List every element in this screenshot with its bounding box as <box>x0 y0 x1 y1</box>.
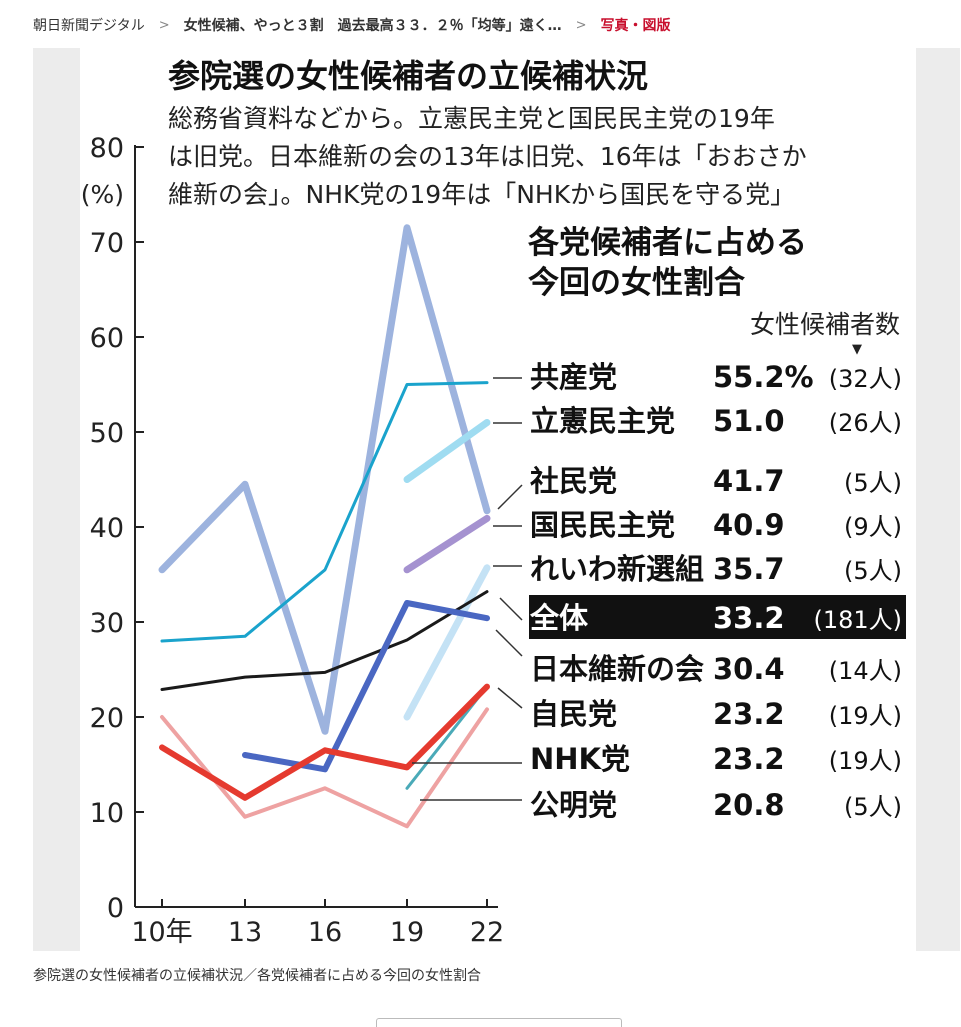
legend-title-line: 今回の女性割合 <box>528 265 745 301</box>
y-tick-label: 0 <box>107 893 124 924</box>
legend-percent: 51.0 <box>713 404 785 438</box>
series-line-shamin <box>158 224 491 735</box>
x-tick-label: 10年 <box>131 917 192 948</box>
y-tick-label: 10 <box>90 798 124 829</box>
legend-party-name: 公明党 <box>530 788 617 822</box>
legend-percent: 20.8 <box>713 788 785 822</box>
y-tick-label: 60 <box>90 323 124 354</box>
legend-party-name: 日本維新の会 <box>530 652 704 686</box>
legend-party-name: 国民民主党 <box>530 508 675 542</box>
legend-connector-shamin <box>497 484 523 510</box>
legend-percent: 23.2 <box>713 697 785 731</box>
y-tick-label: 70 <box>90 228 124 259</box>
series-line-ishin <box>242 600 490 773</box>
chart-subtitle-line: 総務省資料などから。立憲民主党と国民民主党の19年 <box>168 104 775 133</box>
x-tick-label: 13 <box>228 917 262 948</box>
next-button-stub[interactable] <box>376 1018 622 1027</box>
legend-percent: 23.2 <box>713 742 785 776</box>
x-tick-label: 16 <box>308 917 342 948</box>
legend-percent: 30.4 <box>713 652 785 686</box>
y-axis-unit-label: (%) <box>81 180 124 209</box>
series-line-rikken <box>403 419 491 483</box>
legend-count: (19人) <box>829 747 902 775</box>
legend-title-line: 各党候補者に占める <box>527 225 807 261</box>
y-tick-label: 50 <box>90 418 124 449</box>
chart-image[interactable]: 参院選の女性候補者の立候補状況総務省資料などから。立憲民主党と国民民主党の19年… <box>80 48 916 951</box>
legend-count: (5人) <box>844 557 902 585</box>
y-tick-label: 20 <box>90 703 124 734</box>
legend-party-name: 自民党 <box>530 697 617 731</box>
legend-percent: 40.9 <box>713 508 785 542</box>
x-tick-label: 22 <box>470 917 504 948</box>
legend-count: (5人) <box>844 469 902 497</box>
legend-count: (32人) <box>829 365 902 393</box>
count-marker: ▼ <box>852 342 862 357</box>
chart-subtitle-line: は旧党。日本維新の会の13年は旧党、16年は「おおさか <box>168 142 807 171</box>
series-line-jimin <box>159 683 490 801</box>
legend-percent: 35.7 <box>713 552 785 586</box>
breadcrumb-separator: > <box>575 17 587 33</box>
y-tick-label: 30 <box>90 608 124 639</box>
legend-count: (181人) <box>813 606 902 634</box>
series-line-all <box>160 590 489 691</box>
series-line-reiwa <box>403 564 491 721</box>
legend-party-name: 社民党 <box>530 464 617 498</box>
legend-count: (14人) <box>829 657 902 685</box>
series-line-kyosan <box>160 381 489 643</box>
legend-party-name: れいわ新選組 <box>530 552 704 586</box>
legend-party-name: 立憲民主党 <box>530 404 675 438</box>
breadcrumb-current: 写真・図版 <box>600 18 671 34</box>
legend-connector-ishin <box>495 629 523 657</box>
legend-party-name: 全体 <box>529 601 589 635</box>
y-axis-max-label: 80 <box>90 133 124 164</box>
legend-count: (9人) <box>844 513 902 541</box>
legend-party-name: NHK党 <box>530 742 630 776</box>
chart-subtitle-line: 維新の会」。NHK党の19年は「NHKから国民を守る党」 <box>168 180 795 209</box>
legend-count: (19人) <box>829 702 902 730</box>
breadcrumb: 朝日新聞デジタル > 女性候補、やっと３割 過去最高３３．２％「均等」遠く… >… <box>33 14 671 36</box>
legend-count: (5人) <box>844 793 902 821</box>
legend-percent: 33.2 <box>713 601 785 635</box>
y-tick-label: 40 <box>90 513 124 544</box>
chart-svg: 参院選の女性候補者の立候補状況総務省資料などから。立憲民主党と国民民主党の19年… <box>81 57 906 948</box>
chart-title: 参院選の女性候補者の立候補状況 <box>168 57 648 95</box>
breadcrumb-site-link[interactable]: 朝日新聞デジタル <box>33 18 145 34</box>
legend-percent: 41.7 <box>713 464 785 498</box>
figure-caption: 参院選の女性候補者の立候補状況／各党候補者に占める今回の女性割合 <box>33 968 481 984</box>
count-header: 女性候補者数 <box>750 310 900 339</box>
x-tick-label: 19 <box>390 917 424 948</box>
legend-party-name: 共産党 <box>530 360 617 394</box>
breadcrumb-article-link[interactable]: 女性候補、やっと３割 過去最高３３．２％「均等」遠く… <box>183 18 562 34</box>
legend-connector-all <box>499 597 523 621</box>
legend-count: (26人) <box>829 409 902 437</box>
legend-percent: 55.2% <box>713 360 814 394</box>
legend-connector-jimin <box>497 687 523 709</box>
series-line-kokumin <box>403 514 491 574</box>
legend-highlight-box <box>529 595 906 639</box>
breadcrumb-separator: > <box>158 17 170 33</box>
